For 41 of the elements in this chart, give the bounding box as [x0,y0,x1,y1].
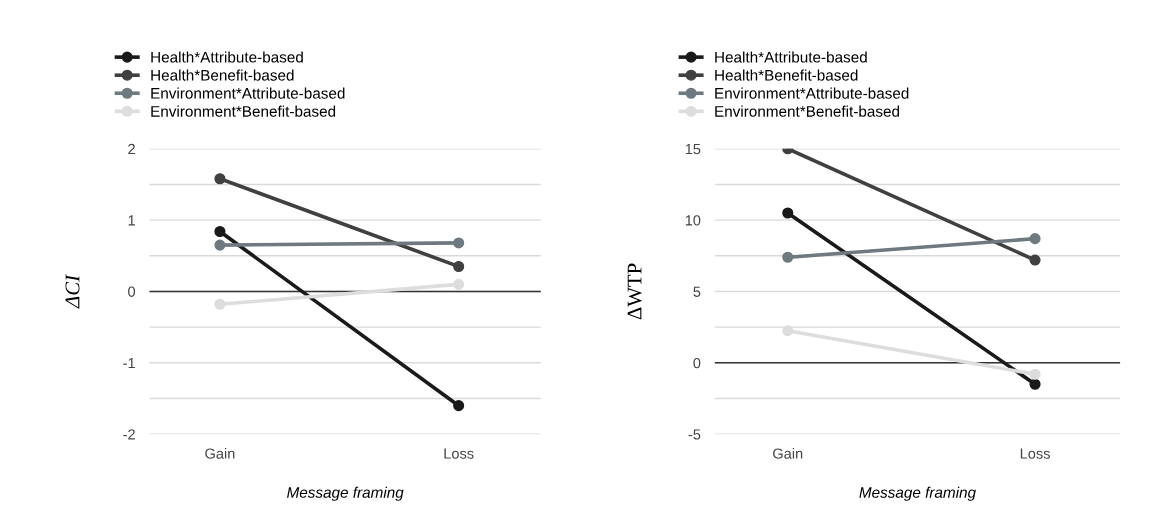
point [214,298,226,310]
legend-label: Health*Benefit-based [715,69,858,81]
y-tick-label: 2 [128,143,135,155]
point [214,239,226,251]
y-tick-label: -1 [123,358,135,369]
point [1029,378,1041,390]
legend-label: Health*Attribute-based [151,51,303,63]
y-axis-title: ΔWTP [627,263,642,320]
point [214,225,226,238]
x-axis-title: Message framing [287,486,404,501]
y-tick-label: -2 [123,429,135,440]
point [782,207,794,219]
legend-label: Environment*Attribute-based [715,87,909,99]
y-tick-label: 15 [685,144,701,155]
point [453,237,465,249]
y-tick-label: -5 [688,429,701,440]
y-axis-title: ΔCI [65,274,80,309]
point [1029,254,1041,266]
point [1029,368,1041,380]
legend-label: Health*Benefit-based [151,69,294,81]
legend-label: Environment*Benefit-based [715,105,900,117]
y-tick-label: 1 [128,215,135,226]
x-tick-label: Gain [773,448,803,459]
point [214,173,226,185]
point [782,325,794,337]
legend-label: Environment*Attribute-based [151,87,345,99]
y-tick-label: 10 [685,215,701,226]
point [453,260,465,273]
point [782,251,794,263]
x-tick-label: Gain [205,448,235,459]
point [453,400,465,412]
y-tick-label: 5 [693,286,701,297]
x-axis-title: Message framing [859,486,976,501]
x-tick-label: Loss [1020,448,1050,459]
legend-label: Health*Attribute-based [715,51,867,63]
y-tick-label: 0 [128,286,136,297]
point [453,278,465,290]
legend-label: Environment*Benefit-based [151,105,336,117]
y-tick-label: 0 [693,357,701,369]
x-tick-label: Loss [444,448,474,459]
point [1029,233,1041,245]
